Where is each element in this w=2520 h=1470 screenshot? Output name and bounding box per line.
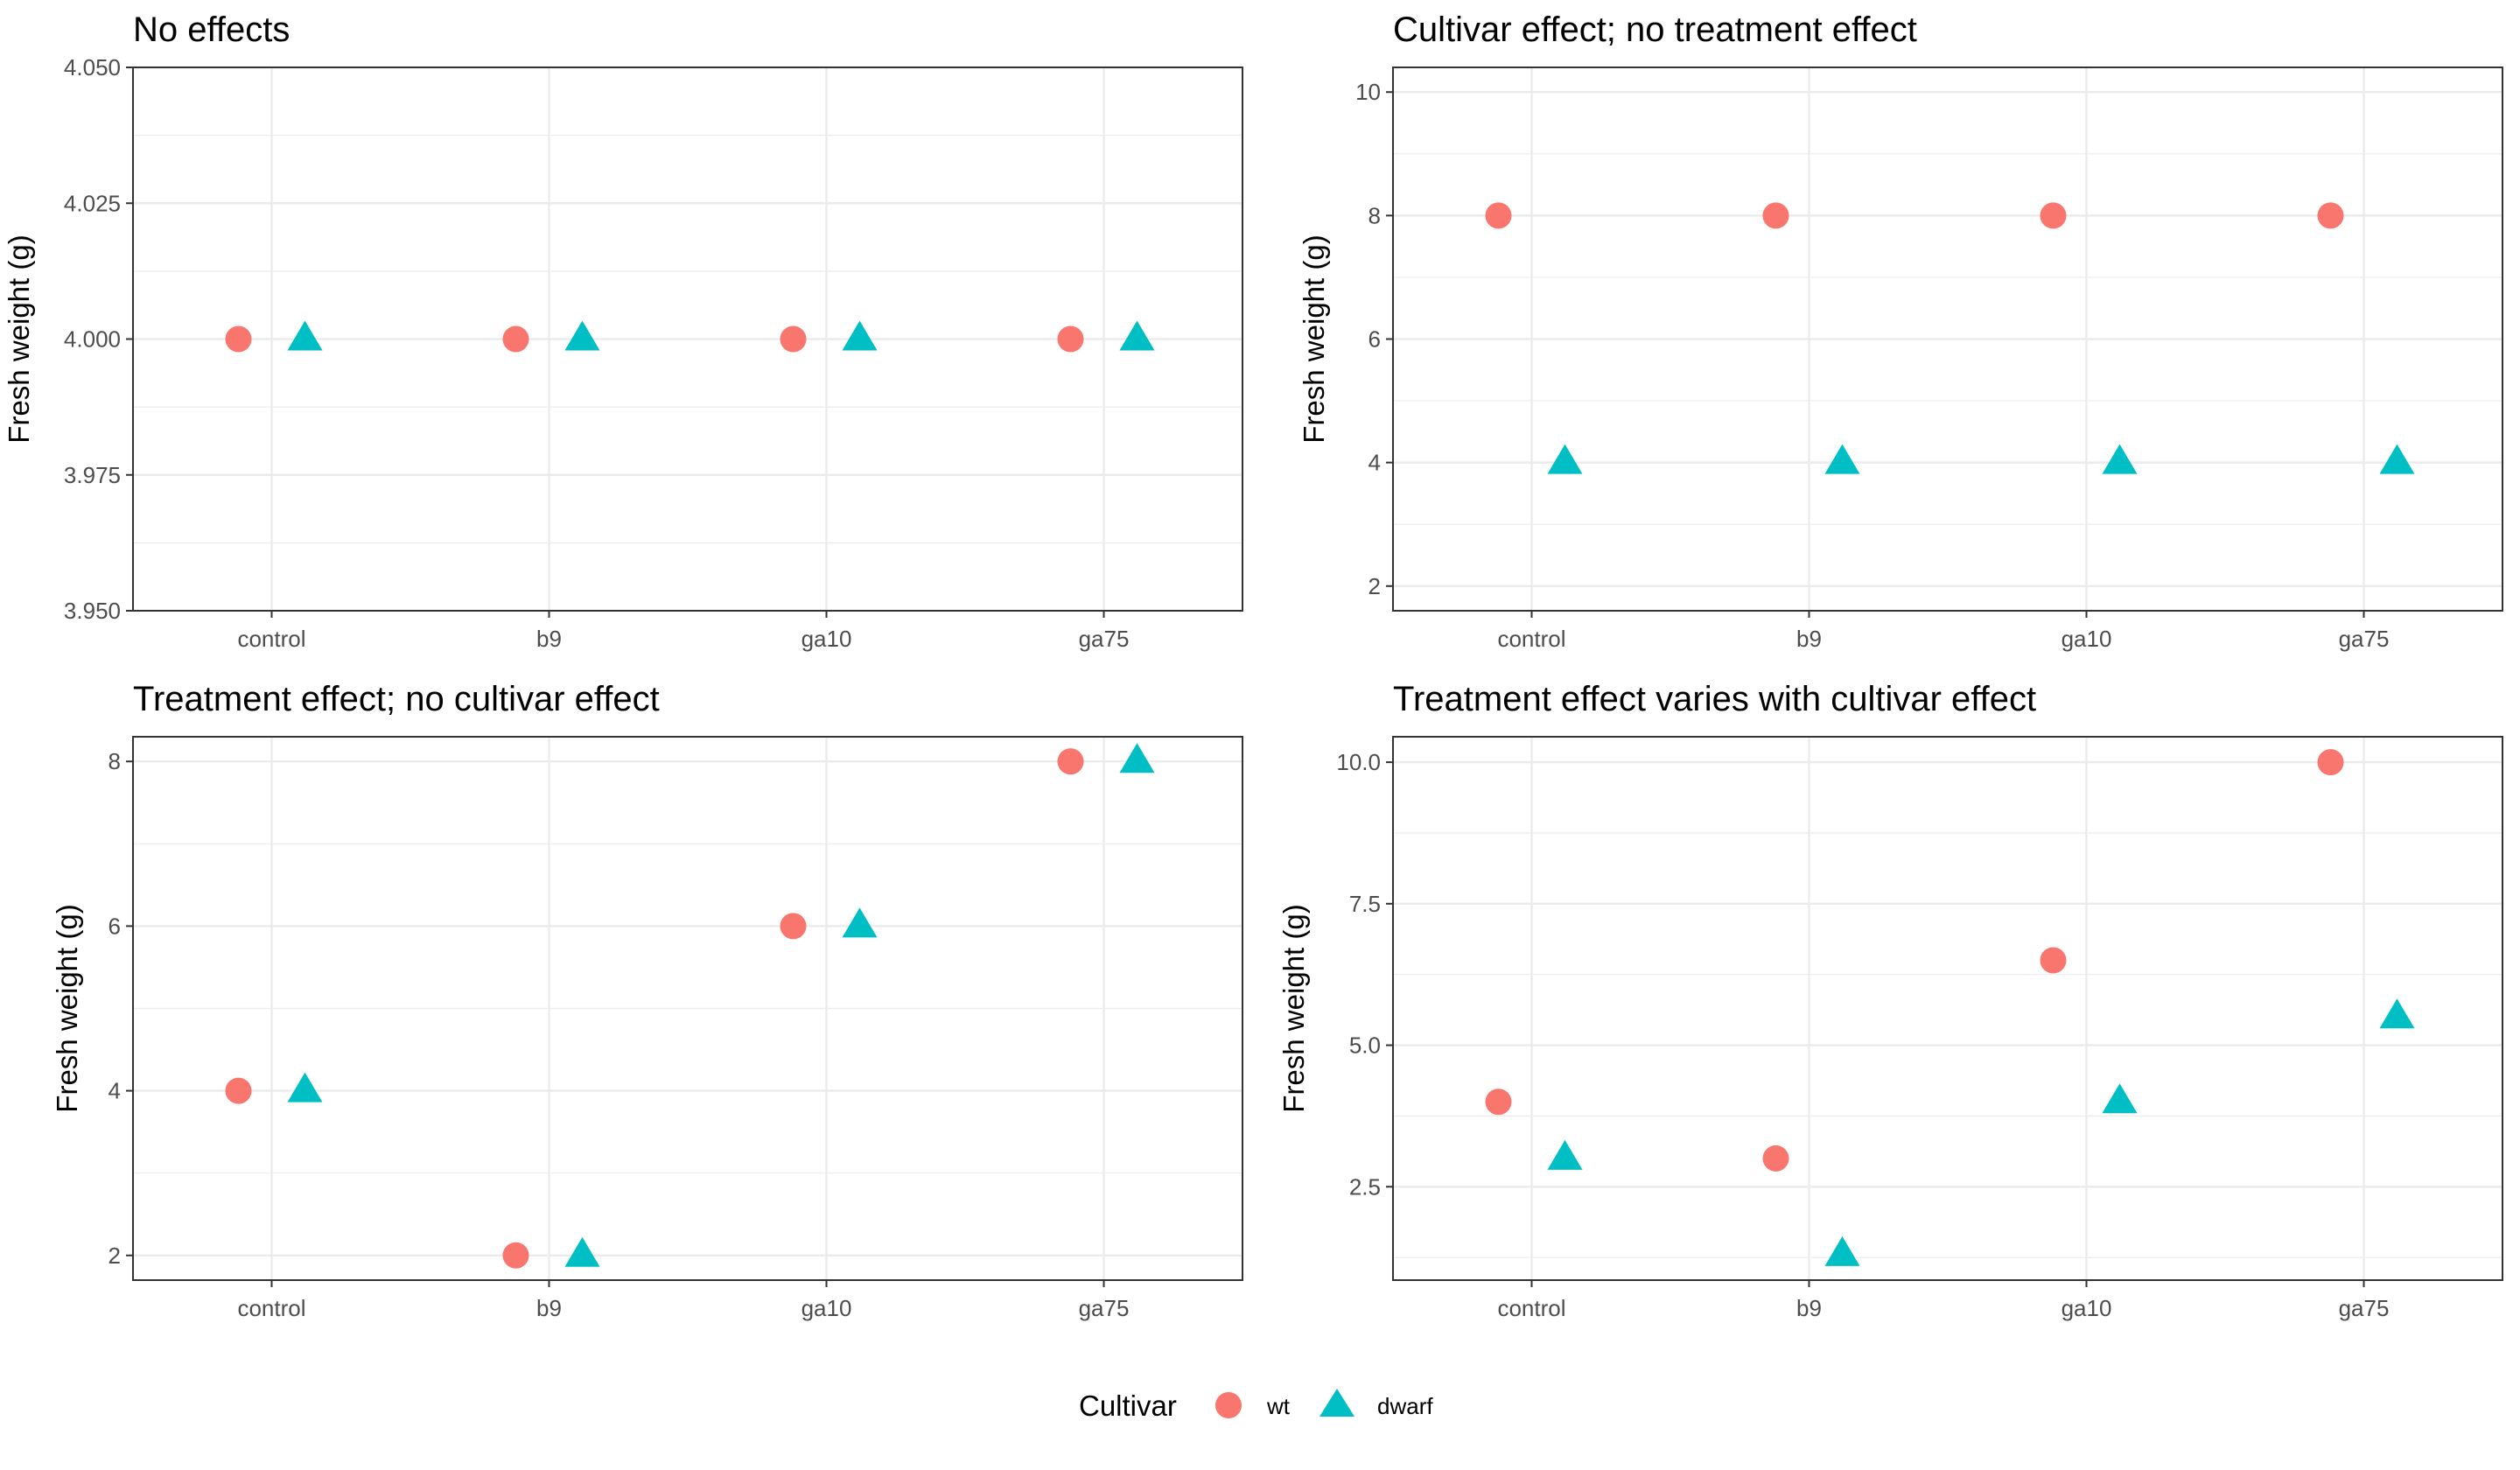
plot-frame [1392, 736, 2503, 1281]
y-tick-label: 6 [108, 913, 121, 939]
data-point-wt [225, 326, 252, 353]
y-axis-title: Fresh weight (g) [1298, 234, 1330, 443]
y-tick-label: 8 [1368, 202, 1381, 228]
data-point-dwarf [1119, 743, 1155, 774]
data-point-dwarf [842, 320, 878, 351]
x-tick-label: control [237, 626, 305, 652]
panel-title: Cultivar effect; no treatment effect [1393, 10, 1917, 49]
data-point-wt [2040, 202, 2067, 229]
legend-label-dwarf: dwarf [1377, 1393, 1433, 1419]
y-tick-label: 8 [108, 748, 121, 774]
x-tick-label: ga75 [2339, 626, 2390, 652]
chart-panel-3: 2 4 6 8 control b9 ga10 ga75 Treatment effect; n… [51, 680, 1243, 1321]
data-point-dwarf [1547, 1139, 1583, 1170]
legend: Cultivar wt dwarf [1079, 1389, 1433, 1422]
data-point-dwarf [564, 320, 600, 351]
x-tick-label: control [237, 1295, 305, 1321]
y-tick-label: 10 [1355, 79, 1381, 105]
data-point-dwarf [2102, 444, 2138, 474]
x-tick-label: b9 [1796, 1295, 1822, 1321]
data-point-dwarf [2102, 1083, 2138, 1114]
data-point-wt [2317, 749, 2344, 776]
legend-title: Cultivar [1079, 1390, 1177, 1422]
legend-key-wt [1215, 1392, 1242, 1418]
data-point-dwarf [287, 1072, 323, 1102]
data-point-dwarf [1824, 444, 1860, 474]
data-point-wt [780, 326, 807, 353]
x-tick-label: b9 [536, 626, 562, 652]
data-point-wt [225, 1077, 252, 1104]
x-tick-label: ga10 [802, 626, 852, 652]
data-point-wt [2317, 202, 2344, 229]
chart-panel-2: 2 4 6 8 10 control b9 ga10 ga75 Cultivar effect; … [1298, 10, 2503, 652]
data-point-wt [1485, 202, 1512, 229]
data-point-wt [502, 326, 529, 353]
data-point-dwarf [2379, 444, 2415, 474]
x-tick-label: ga75 [1079, 1295, 1130, 1321]
legend-key-dwarf [1320, 1389, 1354, 1417]
y-tick-label: 3.975 [64, 462, 121, 488]
y-tick-label: 6 [1368, 326, 1381, 353]
data-point-wt [1485, 1088, 1512, 1116]
y-tick-label: 4.000 [64, 326, 121, 353]
x-tick-label: control [1497, 1295, 1565, 1321]
data-point-wt [1762, 1144, 1789, 1172]
panel-title: Treatment effect; no cultivar effect [133, 680, 660, 718]
x-tick-label: ga75 [2339, 1295, 2390, 1321]
data-point-dwarf [1547, 444, 1583, 474]
y-tick-label: 2 [108, 1242, 121, 1269]
y-tick-label: 4.025 [64, 190, 121, 216]
plot-frame [132, 736, 1243, 1281]
data-point-wt [1762, 202, 1789, 229]
data-point-dwarf [1119, 320, 1155, 351]
x-tick-label: ga10 [2062, 626, 2112, 652]
data-point-wt [1057, 748, 1084, 775]
y-tick-label: 4 [1368, 450, 1381, 476]
y-tick-label: 5.0 [1349, 1032, 1381, 1059]
panel-title: No effects [133, 10, 290, 49]
data-point-wt [502, 1242, 529, 1269]
x-tick-label: control [1497, 626, 1565, 652]
chart-panel-1: 3.950 3.975 4.000 4.025 4.050 control b9 ga10 ga… [3, 10, 1243, 652]
x-tick-label: b9 [536, 1295, 562, 1321]
x-tick-label: b9 [1796, 626, 1822, 652]
data-point-wt [2040, 947, 2067, 974]
y-tick-label: 4 [108, 1078, 121, 1104]
chart-panel-4: 2.5 5.0 7.5 10.0 control b9 ga10 ga75 Treatment … [1278, 680, 2503, 1321]
y-tick-label: 10.0 [1336, 749, 1381, 775]
y-tick-label: 4.050 [64, 54, 121, 80]
data-point-wt [1057, 326, 1084, 353]
data-point-wt [780, 913, 807, 940]
x-tick-label: ga75 [1079, 626, 1130, 652]
y-axis-title: Fresh weight (g) [51, 904, 83, 1112]
y-tick-label: 7.5 [1349, 891, 1381, 917]
y-axis-title: Fresh weight (g) [3, 234, 35, 443]
legend-label-wt: wt [1266, 1393, 1291, 1419]
data-point-dwarf [2379, 998, 2415, 1029]
y-tick-label: 2 [1368, 573, 1381, 599]
data-point-dwarf [287, 320, 323, 351]
data-point-dwarf [842, 907, 878, 938]
y-axis-title: Fresh weight (g) [1278, 904, 1310, 1112]
y-tick-label: 3.950 [64, 598, 121, 624]
panel-title: Treatment effect varies with cultivar ef… [1393, 680, 2036, 718]
data-point-dwarf [564, 1236, 600, 1267]
x-tick-label: ga10 [802, 1295, 852, 1321]
data-point-dwarf [1824, 1236, 1860, 1266]
x-tick-label: ga10 [2062, 1295, 2112, 1321]
y-tick-label: 2.5 [1349, 1173, 1381, 1200]
